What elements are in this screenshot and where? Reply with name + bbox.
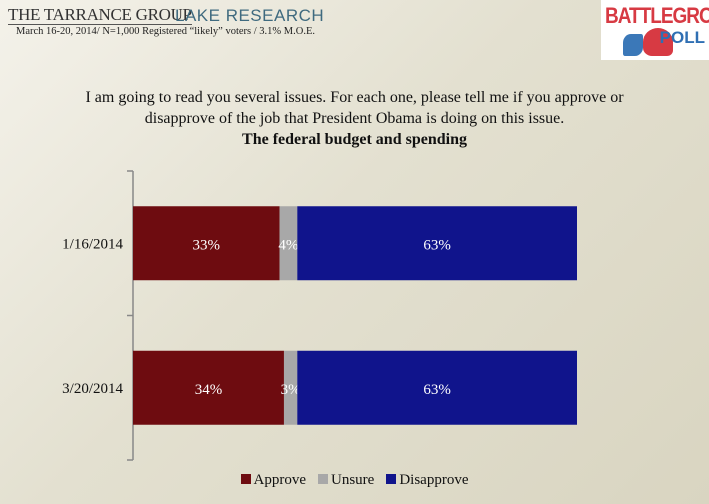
battleground-poll-logo: BATTLEGROUNDPOLL — [601, 0, 709, 60]
bar-segment-approve — [133, 350, 284, 425]
legend-item-unsure: Unsure — [318, 472, 374, 488]
lake-research-logo: LAKE RESEARCH — [175, 6, 325, 25]
bar-segment-disapprove — [297, 206, 577, 281]
category-label: 3/20/2014 — [62, 381, 123, 397]
legend-swatch — [240, 474, 251, 484]
data-label: 34% — [195, 382, 223, 398]
bar-segment-unsure — [283, 350, 298, 425]
legend-label: Unsure — [331, 472, 375, 488]
legend-swatch — [386, 474, 397, 484]
legend-item-approve: Approve — [240, 472, 307, 488]
legend-label: Disapprove — [399, 472, 469, 488]
chart-title: The federal budget and spending — [242, 131, 467, 148]
question-line-1: I am going to read you several issues. F… — [85, 89, 624, 106]
tarrance-group-logo: THE TARRANCE GROUP — [8, 5, 192, 25]
data-label: 3% — [281, 382, 301, 398]
legend-item-disapprove: Disapprove — [386, 472, 468, 488]
legend-swatch — [318, 474, 328, 484]
question-line-2: disapprove of the job that President Oba… — [144, 110, 565, 127]
bar-segment-approve — [133, 206, 280, 281]
bar-segment-unsure — [279, 206, 298, 281]
category-label: 1/16/2014 — [62, 236, 123, 252]
bar-segment-disapprove — [297, 350, 577, 425]
data-label: 33% — [193, 237, 221, 253]
legend: Approve Unsure Disapprove — [0, 472, 709, 489]
data-label: 4% — [278, 237, 298, 253]
survey-info: March 16-20, 2014/ N=1,000 Registered “l… — [16, 26, 315, 37]
data-label: 63% — [423, 237, 451, 253]
data-label: 63% — [423, 382, 451, 398]
legend-label: Approve — [253, 472, 307, 488]
